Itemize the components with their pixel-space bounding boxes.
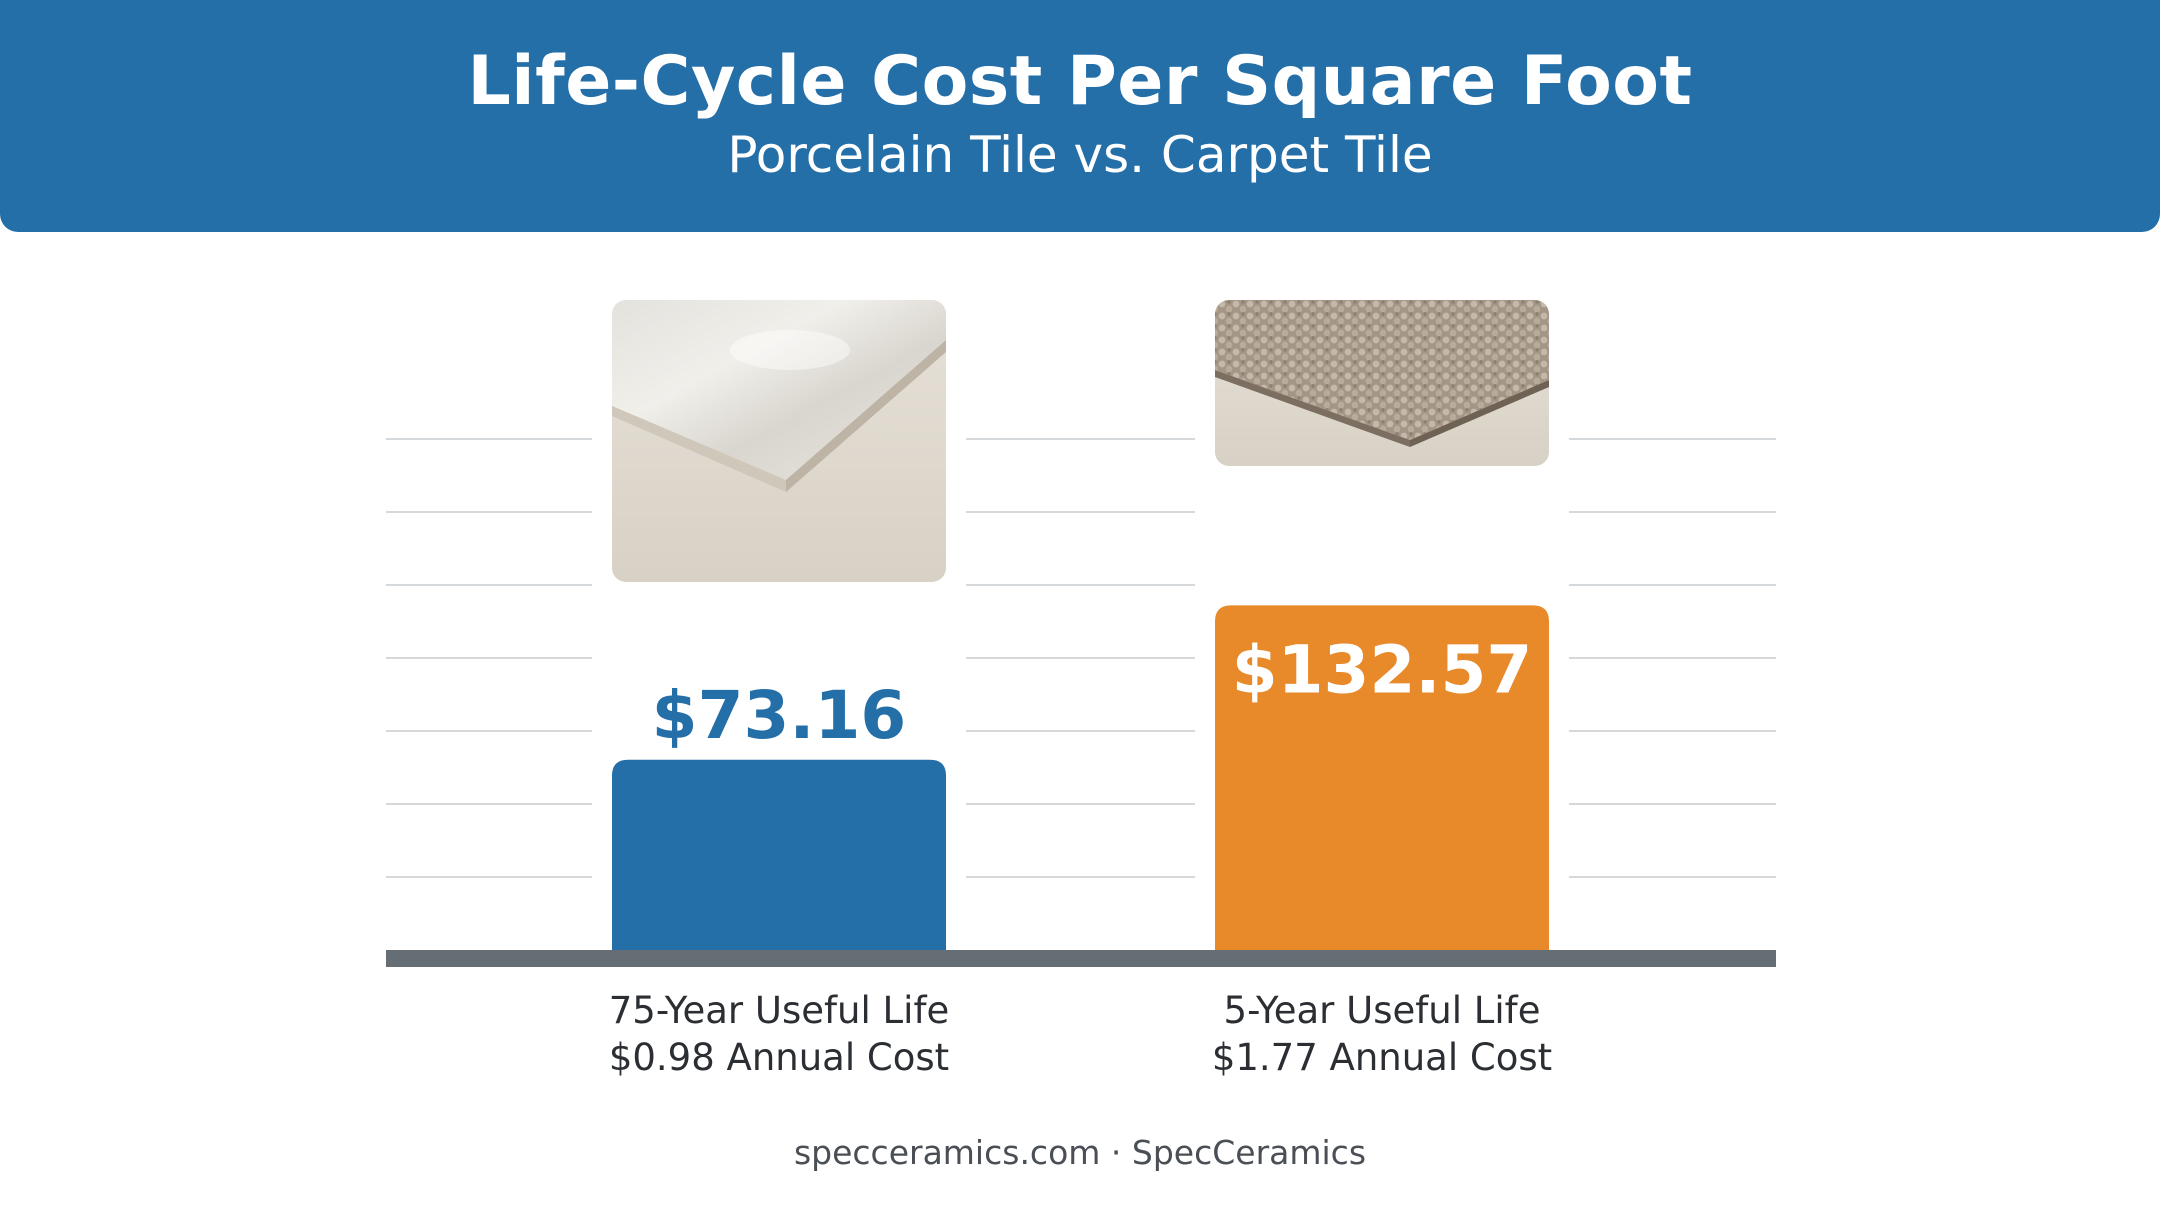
chart-subtitle: Porcelain Tile vs. Carpet Tile bbox=[727, 126, 1433, 184]
category-label-carpet-life: 5-Year Useful Life bbox=[1224, 989, 1541, 1032]
bar-porcelain-tile bbox=[612, 759, 946, 950]
category-label-porcelain-life: 75-Year Useful Life bbox=[609, 989, 949, 1032]
header-banner: Life-Cycle Cost Per Square Foot Porcelai… bbox=[0, 0, 2160, 232]
gridlines bbox=[386, 438, 1776, 878]
bar-carpet-tile bbox=[1215, 605, 1549, 950]
chart-title: Life-Cycle Cost Per Square Foot bbox=[467, 42, 1693, 121]
category-label-carpet-annual-cost: $1.77 Annual Cost bbox=[1212, 1036, 1552, 1079]
category-label-porcelain-annual-cost: $0.98 Annual Cost bbox=[609, 1036, 949, 1079]
carpet-tile-image bbox=[1215, 300, 1549, 466]
footer-source: specceramics.com · SpecCeramics bbox=[793, 1133, 1367, 1172]
value-label-carpet-tile: $132.57 bbox=[1232, 631, 1533, 708]
porcelain-tile-image bbox=[612, 300, 946, 582]
baseline-axis bbox=[386, 950, 1776, 967]
value-label-porcelain-tile: $73.16 bbox=[652, 677, 907, 754]
